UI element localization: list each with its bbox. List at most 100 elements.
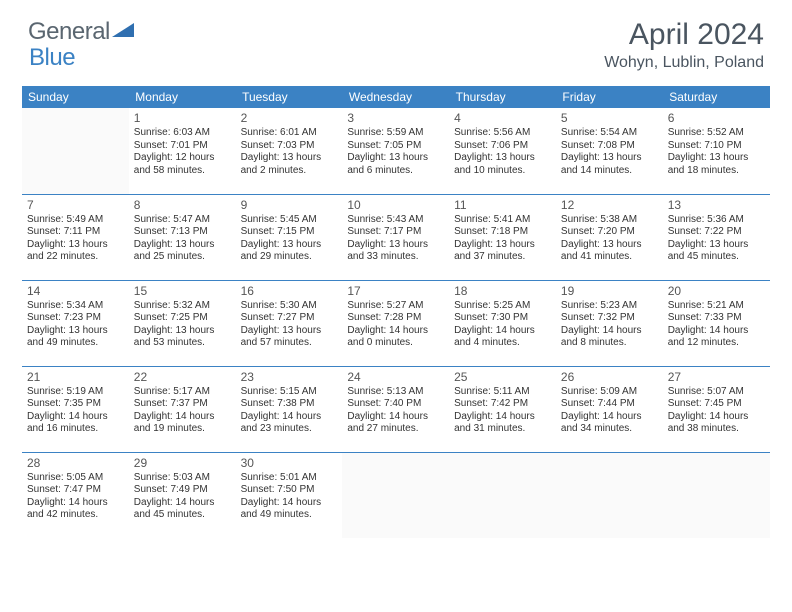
- calendar-day-cell: 11Sunrise: 5:41 AMSunset: 7:18 PMDayligh…: [449, 194, 556, 280]
- day-number: 28: [27, 456, 124, 471]
- day-number: 4: [454, 111, 551, 126]
- day-info: Sunrise: 5:11 AMSunset: 7:42 PMDaylight:…: [454, 386, 551, 436]
- day-number: 29: [134, 456, 231, 471]
- calendar-day-cell: 26Sunrise: 5:09 AMSunset: 7:44 PMDayligh…: [556, 366, 663, 452]
- day-info: Sunrise: 5:23 AMSunset: 7:32 PMDaylight:…: [561, 300, 658, 350]
- calendar-day-cell: 5Sunrise: 5:54 AMSunset: 7:08 PMDaylight…: [556, 108, 663, 194]
- calendar-day-cell: 21Sunrise: 5:19 AMSunset: 7:35 PMDayligh…: [22, 366, 129, 452]
- calendar-week-row: 21Sunrise: 5:19 AMSunset: 7:35 PMDayligh…: [22, 366, 770, 452]
- day-info: Sunrise: 5:17 AMSunset: 7:37 PMDaylight:…: [134, 386, 231, 436]
- calendar-day-cell: [556, 452, 663, 538]
- calendar-day-cell: 2Sunrise: 6:01 AMSunset: 7:03 PMDaylight…: [236, 108, 343, 194]
- day-info: Sunrise: 5:25 AMSunset: 7:30 PMDaylight:…: [454, 300, 551, 350]
- day-info: Sunrise: 5:47 AMSunset: 7:13 PMDaylight:…: [134, 214, 231, 264]
- day-number: 6: [668, 111, 765, 126]
- day-number: 2: [241, 111, 338, 126]
- calendar-day-cell: 7Sunrise: 5:49 AMSunset: 7:11 PMDaylight…: [22, 194, 129, 280]
- weekday-header: Friday: [556, 86, 663, 108]
- day-number: 16: [241, 284, 338, 299]
- day-number: 23: [241, 370, 338, 385]
- calendar-day-cell: 22Sunrise: 5:17 AMSunset: 7:37 PMDayligh…: [129, 366, 236, 452]
- calendar-day-cell: [663, 452, 770, 538]
- day-info: Sunrise: 5:05 AMSunset: 7:47 PMDaylight:…: [27, 472, 124, 522]
- day-info: Sunrise: 5:59 AMSunset: 7:05 PMDaylight:…: [347, 127, 444, 177]
- calendar-day-cell: 23Sunrise: 5:15 AMSunset: 7:38 PMDayligh…: [236, 366, 343, 452]
- day-number: 21: [27, 370, 124, 385]
- day-info: Sunrise: 5:52 AMSunset: 7:10 PMDaylight:…: [668, 127, 765, 177]
- day-number: 5: [561, 111, 658, 126]
- calendar-week-row: 7Sunrise: 5:49 AMSunset: 7:11 PMDaylight…: [22, 194, 770, 280]
- day-number: 7: [27, 198, 124, 213]
- day-info: Sunrise: 5:15 AMSunset: 7:38 PMDaylight:…: [241, 386, 338, 436]
- day-info: Sunrise: 5:19 AMSunset: 7:35 PMDaylight:…: [27, 386, 124, 436]
- calendar-week-row: 1Sunrise: 6:03 AMSunset: 7:01 PMDaylight…: [22, 108, 770, 194]
- calendar-day-cell: 14Sunrise: 5:34 AMSunset: 7:23 PMDayligh…: [22, 280, 129, 366]
- calendar-day-cell: 8Sunrise: 5:47 AMSunset: 7:13 PMDaylight…: [129, 194, 236, 280]
- calendar-day-cell: 3Sunrise: 5:59 AMSunset: 7:05 PMDaylight…: [342, 108, 449, 194]
- calendar-day-cell: 24Sunrise: 5:13 AMSunset: 7:40 PMDayligh…: [342, 366, 449, 452]
- day-number: 22: [134, 370, 231, 385]
- calendar-day-cell: 29Sunrise: 5:03 AMSunset: 7:49 PMDayligh…: [129, 452, 236, 538]
- day-info: Sunrise: 5:49 AMSunset: 7:11 PMDaylight:…: [27, 214, 124, 264]
- logo-text-general: General: [28, 18, 110, 46]
- day-number: 17: [347, 284, 444, 299]
- day-info: Sunrise: 6:03 AMSunset: 7:01 PMDaylight:…: [134, 127, 231, 177]
- day-info: Sunrise: 5:34 AMSunset: 7:23 PMDaylight:…: [27, 300, 124, 350]
- title-block: April 2024 Wohyn, Lublin, Poland: [604, 18, 764, 72]
- day-number: 9: [241, 198, 338, 213]
- day-number: 26: [561, 370, 658, 385]
- day-number: 3: [347, 111, 444, 126]
- calendar-day-cell: 18Sunrise: 5:25 AMSunset: 7:30 PMDayligh…: [449, 280, 556, 366]
- day-info: Sunrise: 5:45 AMSunset: 7:15 PMDaylight:…: [241, 214, 338, 264]
- calendar-day-cell: 4Sunrise: 5:56 AMSunset: 7:06 PMDaylight…: [449, 108, 556, 194]
- calendar-day-cell: 1Sunrise: 6:03 AMSunset: 7:01 PMDaylight…: [129, 108, 236, 194]
- day-number: 20: [668, 284, 765, 299]
- day-number: 10: [347, 198, 444, 213]
- calendar-day-cell: 12Sunrise: 5:38 AMSunset: 7:20 PMDayligh…: [556, 194, 663, 280]
- day-info: Sunrise: 5:27 AMSunset: 7:28 PMDaylight:…: [347, 300, 444, 350]
- calendar-day-cell: 16Sunrise: 5:30 AMSunset: 7:27 PMDayligh…: [236, 280, 343, 366]
- weekday-header: Thursday: [449, 86, 556, 108]
- day-info: Sunrise: 5:54 AMSunset: 7:08 PMDaylight:…: [561, 127, 658, 177]
- day-info: Sunrise: 5:03 AMSunset: 7:49 PMDaylight:…: [134, 472, 231, 522]
- calendar-day-cell: 6Sunrise: 5:52 AMSunset: 7:10 PMDaylight…: [663, 108, 770, 194]
- calendar-day-cell: [449, 452, 556, 538]
- day-number: 14: [27, 284, 124, 299]
- day-number: 13: [668, 198, 765, 213]
- day-info: Sunrise: 5:07 AMSunset: 7:45 PMDaylight:…: [668, 386, 765, 436]
- day-number: 24: [347, 370, 444, 385]
- calendar-day-cell: 19Sunrise: 5:23 AMSunset: 7:32 PMDayligh…: [556, 280, 663, 366]
- day-info: Sunrise: 5:36 AMSunset: 7:22 PMDaylight:…: [668, 214, 765, 264]
- calendar-day-cell: 13Sunrise: 5:36 AMSunset: 7:22 PMDayligh…: [663, 194, 770, 280]
- day-info: Sunrise: 5:13 AMSunset: 7:40 PMDaylight:…: [347, 386, 444, 436]
- day-info: Sunrise: 5:43 AMSunset: 7:17 PMDaylight:…: [347, 214, 444, 264]
- logo-blue-row: Blue: [29, 44, 75, 72]
- header: General April 2024 Wohyn, Lublin, Poland: [0, 0, 792, 80]
- logo-text-blue: Blue: [29, 44, 75, 71]
- calendar-table: SundayMondayTuesdayWednesdayThursdayFrid…: [22, 86, 770, 538]
- logo-triangle-icon: [112, 21, 134, 44]
- calendar-day-cell: 28Sunrise: 5:05 AMSunset: 7:47 PMDayligh…: [22, 452, 129, 538]
- day-number: 19: [561, 284, 658, 299]
- calendar-day-cell: 10Sunrise: 5:43 AMSunset: 7:17 PMDayligh…: [342, 194, 449, 280]
- day-number: 25: [454, 370, 551, 385]
- day-number: 1: [134, 111, 231, 126]
- location-text: Wohyn, Lublin, Poland: [604, 54, 764, 72]
- day-number: 12: [561, 198, 658, 213]
- day-info: Sunrise: 5:21 AMSunset: 7:33 PMDaylight:…: [668, 300, 765, 350]
- calendar-day-cell: 20Sunrise: 5:21 AMSunset: 7:33 PMDayligh…: [663, 280, 770, 366]
- calendar-day-cell: 25Sunrise: 5:11 AMSunset: 7:42 PMDayligh…: [449, 366, 556, 452]
- weekday-header: Monday: [129, 86, 236, 108]
- calendar-week-row: 28Sunrise: 5:05 AMSunset: 7:47 PMDayligh…: [22, 452, 770, 538]
- calendar-day-cell: 27Sunrise: 5:07 AMSunset: 7:45 PMDayligh…: [663, 366, 770, 452]
- day-number: 27: [668, 370, 765, 385]
- day-info: Sunrise: 5:56 AMSunset: 7:06 PMDaylight:…: [454, 127, 551, 177]
- day-number: 11: [454, 198, 551, 213]
- day-info: Sunrise: 6:01 AMSunset: 7:03 PMDaylight:…: [241, 127, 338, 177]
- weekday-header: Sunday: [22, 86, 129, 108]
- calendar-day-cell: 9Sunrise: 5:45 AMSunset: 7:15 PMDaylight…: [236, 194, 343, 280]
- calendar-body: 1Sunrise: 6:03 AMSunset: 7:01 PMDaylight…: [22, 108, 770, 538]
- calendar-week-row: 14Sunrise: 5:34 AMSunset: 7:23 PMDayligh…: [22, 280, 770, 366]
- calendar-day-cell: [342, 452, 449, 538]
- calendar-day-cell: [22, 108, 129, 194]
